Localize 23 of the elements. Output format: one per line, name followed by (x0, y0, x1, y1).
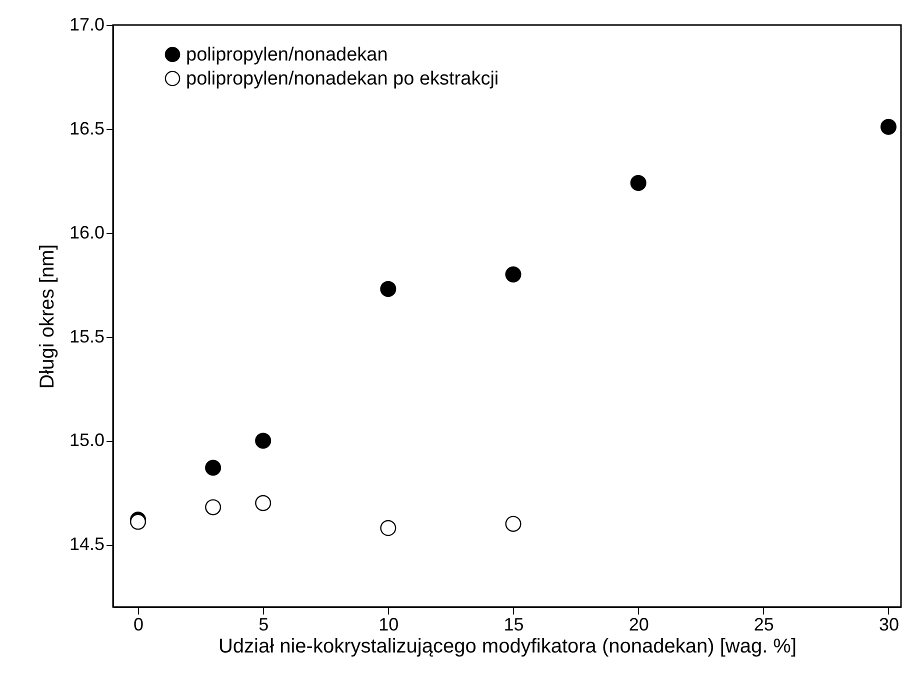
point (630, 174, 646, 191)
x-tick-label: 0 (134, 614, 144, 634)
x-tick-label: 15 (504, 614, 524, 634)
point (380, 280, 396, 297)
legend-label: polipropylen/nonadekan po ekstrakcji (186, 68, 499, 90)
y-tick-label: 15.5 (69, 326, 104, 346)
x-tick-label: 20 (628, 614, 649, 634)
point (205, 460, 222, 476)
y-tick-label: 16.5 (69, 118, 104, 138)
y-tick-label: 14.5 (69, 534, 104, 554)
legend-label: polipropylen/nonadekan (186, 44, 388, 66)
point (880, 118, 897, 135)
x-tick-label: 5 (258, 614, 269, 634)
point (505, 266, 522, 282)
x-tick-label: 10 (378, 614, 399, 634)
x-tick-label: 30 (878, 614, 900, 634)
x-axis-title: Udział nie-kokrystalizującego modyfikatora (nonadekan) [wag. %] (218, 636, 797, 658)
point (255, 432, 272, 449)
y-axis-title: Długi okres [nm] (36, 244, 58, 389)
y-tick-label: 17.0 (69, 14, 104, 34)
y-tick-label: 15.0 (69, 430, 104, 450)
y-tick-label: 16.0 (69, 222, 104, 242)
x-tick-label: 25 (754, 614, 774, 634)
